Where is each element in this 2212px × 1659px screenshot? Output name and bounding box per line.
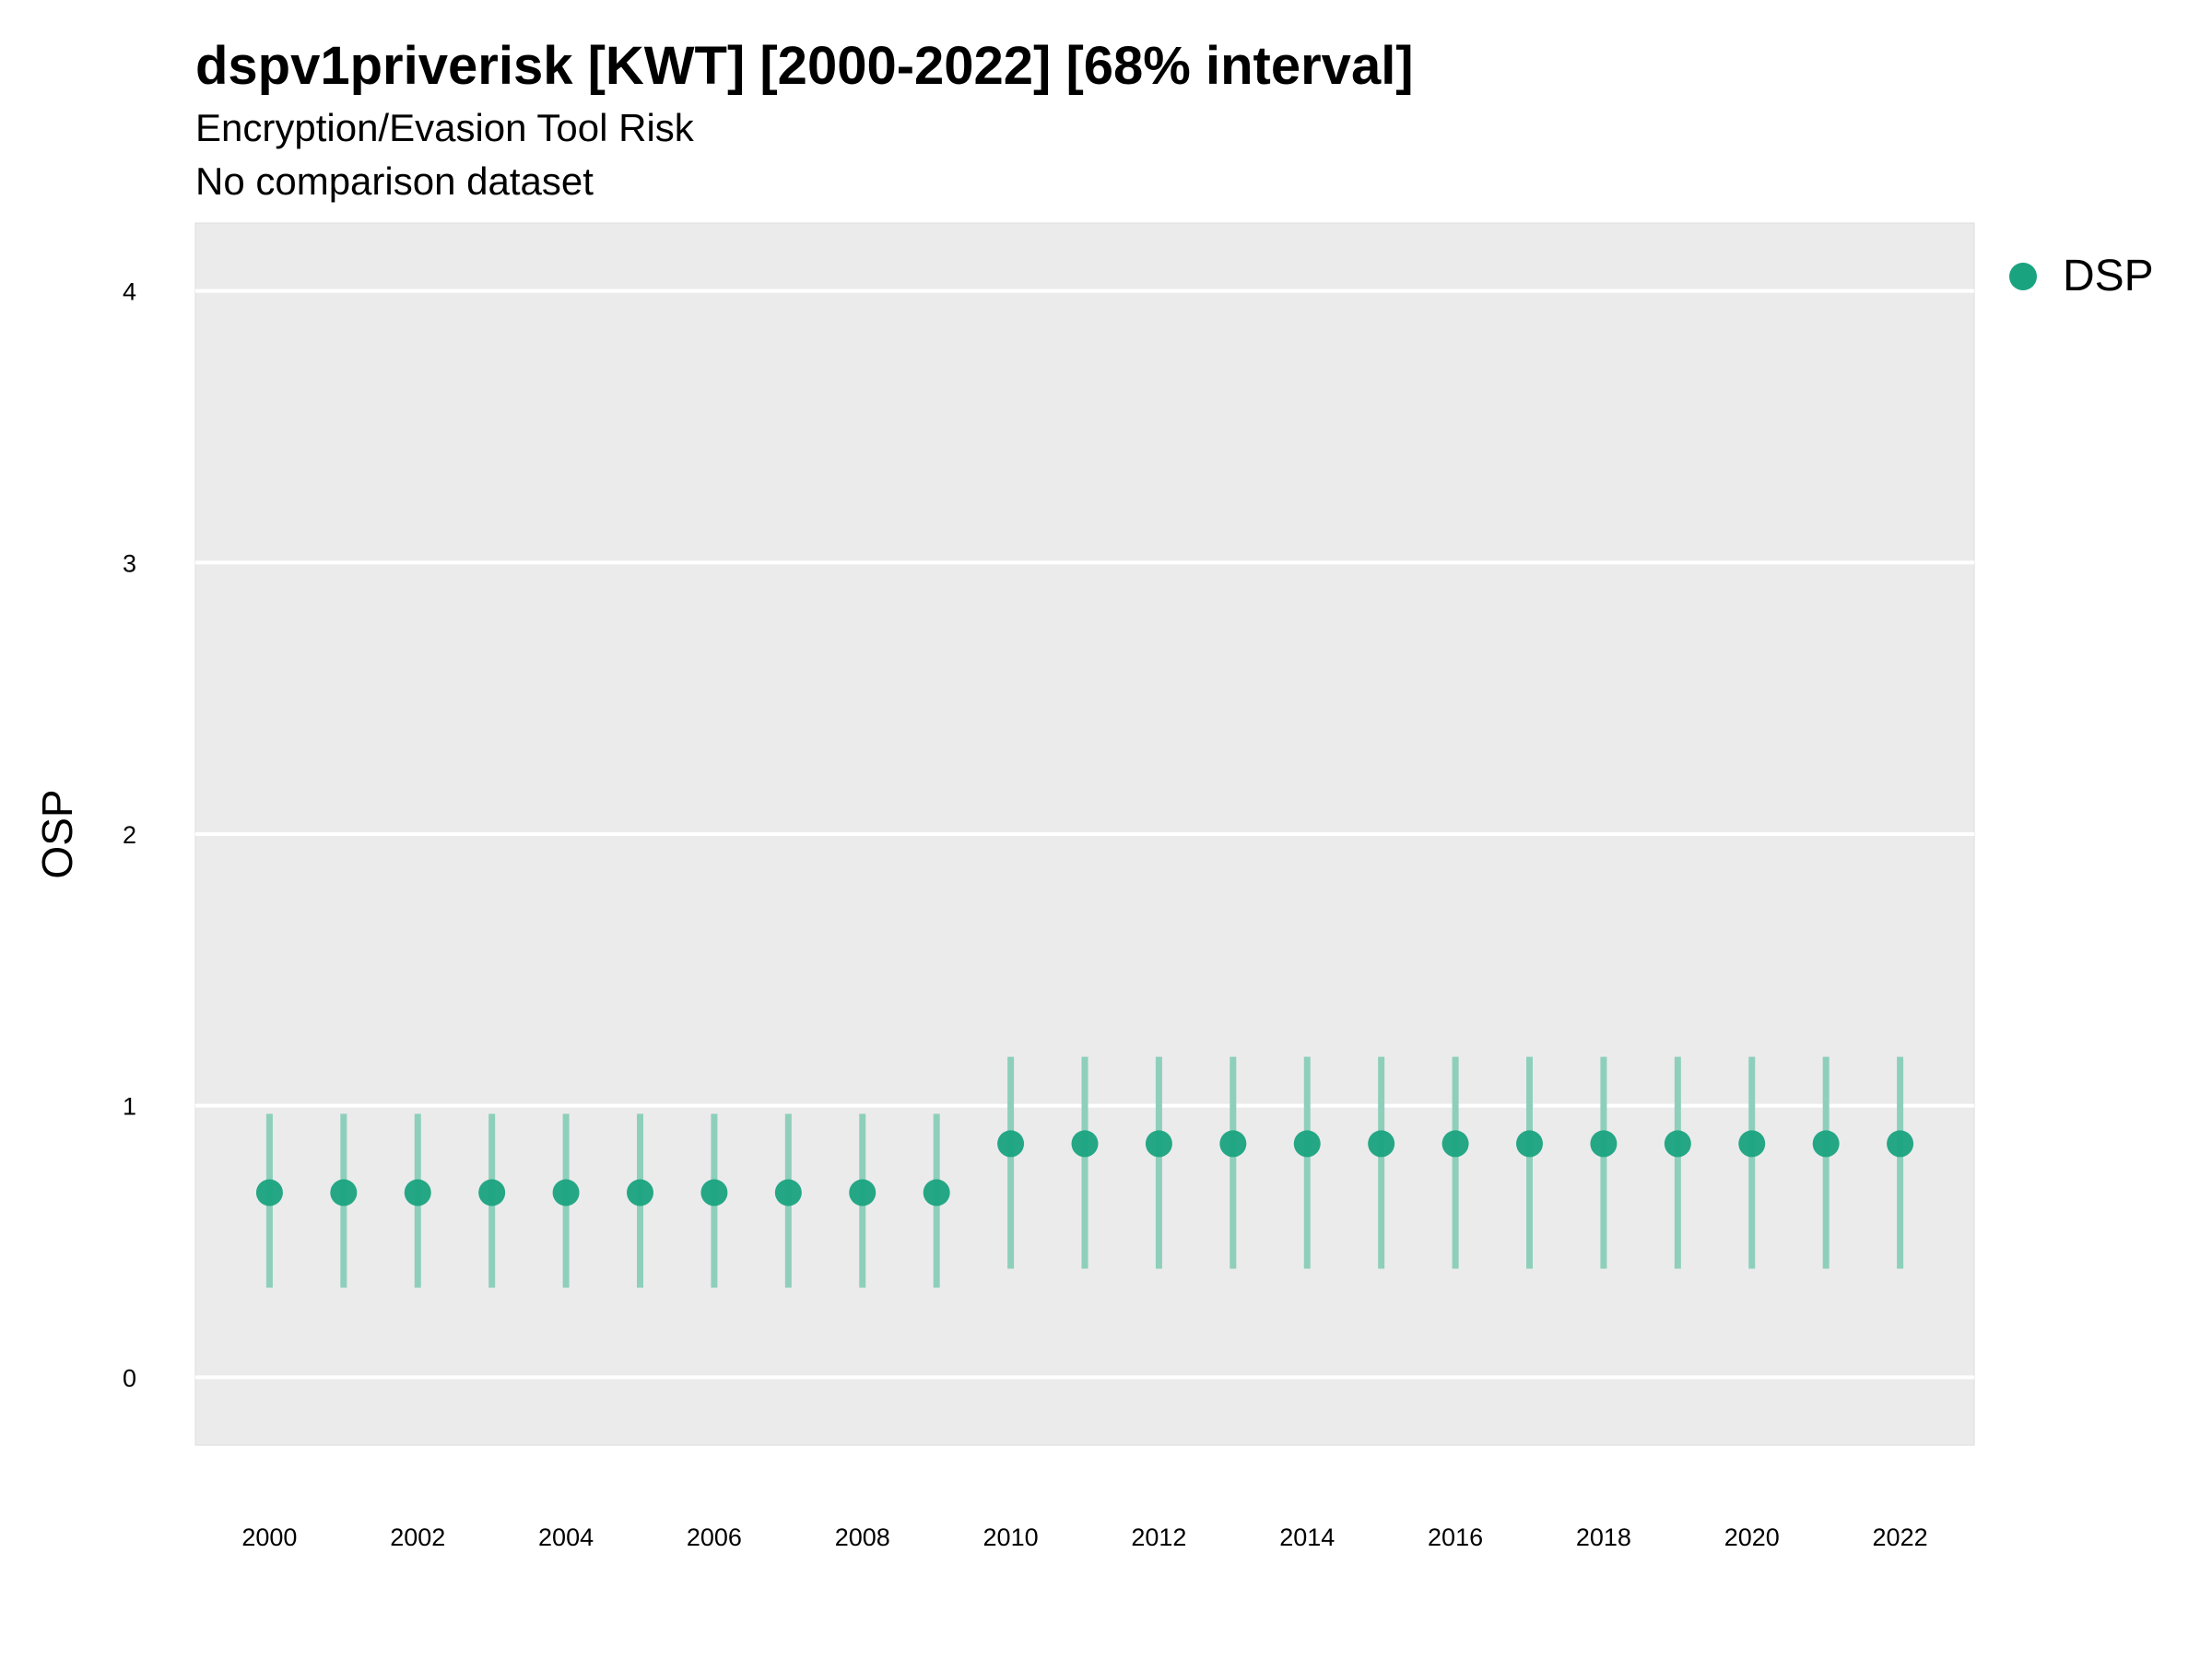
data-point (1812, 1130, 1840, 1158)
data-point (255, 1179, 283, 1206)
x-tick-label: 2014 (1279, 1524, 1335, 1551)
data-point (552, 1179, 580, 1206)
data-point (1441, 1130, 1469, 1158)
chart-subtitle: Encryption/Evasion Tool Risk (195, 106, 694, 149)
x-tick-label: 2008 (835, 1524, 890, 1551)
x-tick-label: 2010 (983, 1524, 1039, 1551)
x-tick-label: 2002 (390, 1524, 445, 1551)
y-tick-label: 1 (123, 1093, 136, 1121)
data-point (404, 1179, 431, 1206)
legend-label-dsp: DSP (2063, 252, 2154, 300)
y-tick-label: 3 (123, 549, 136, 577)
data-point (1664, 1130, 1691, 1158)
data-point (700, 1179, 728, 1206)
x-tick-label: 2022 (1873, 1524, 1928, 1551)
x-tick-label: 2012 (1131, 1524, 1186, 1551)
y-tick-label: 0 (123, 1364, 136, 1392)
x-tick-label: 2006 (687, 1524, 742, 1551)
chart-title: dspv1priverisk [KWT] [2000-2022] [68% in… (195, 36, 1414, 96)
x-tick-label: 2004 (538, 1524, 594, 1551)
x-tick-label: 2018 (1576, 1524, 1631, 1551)
data-point (330, 1179, 358, 1206)
data-point (1887, 1130, 1914, 1158)
legend-key-dsp (2009, 262, 2037, 290)
x-tick-label: 2000 (241, 1524, 297, 1551)
data-point (1293, 1130, 1321, 1158)
data-point (1145, 1130, 1172, 1158)
data-point (774, 1179, 802, 1206)
x-tick-label: 2016 (1428, 1524, 1483, 1551)
data-point (849, 1179, 877, 1206)
y-tick-label: 2 (123, 821, 136, 849)
y-tick-label: 4 (123, 278, 136, 306)
data-point (1071, 1130, 1099, 1158)
data-point (478, 1179, 506, 1206)
data-point (1738, 1130, 1766, 1158)
data-point (1590, 1130, 1618, 1158)
y-axis-label: OSP (33, 789, 81, 878)
data-point (627, 1179, 653, 1206)
chart-subtitle-comparison: No comparison dataset (195, 159, 594, 203)
data-point (1219, 1130, 1247, 1158)
legend: DSP (2009, 251, 2154, 301)
data-point (1516, 1130, 1543, 1158)
data-point (923, 1179, 950, 1206)
data-point (997, 1130, 1025, 1158)
data-point (1368, 1130, 1395, 1158)
x-tick-label: 2020 (1724, 1524, 1780, 1551)
